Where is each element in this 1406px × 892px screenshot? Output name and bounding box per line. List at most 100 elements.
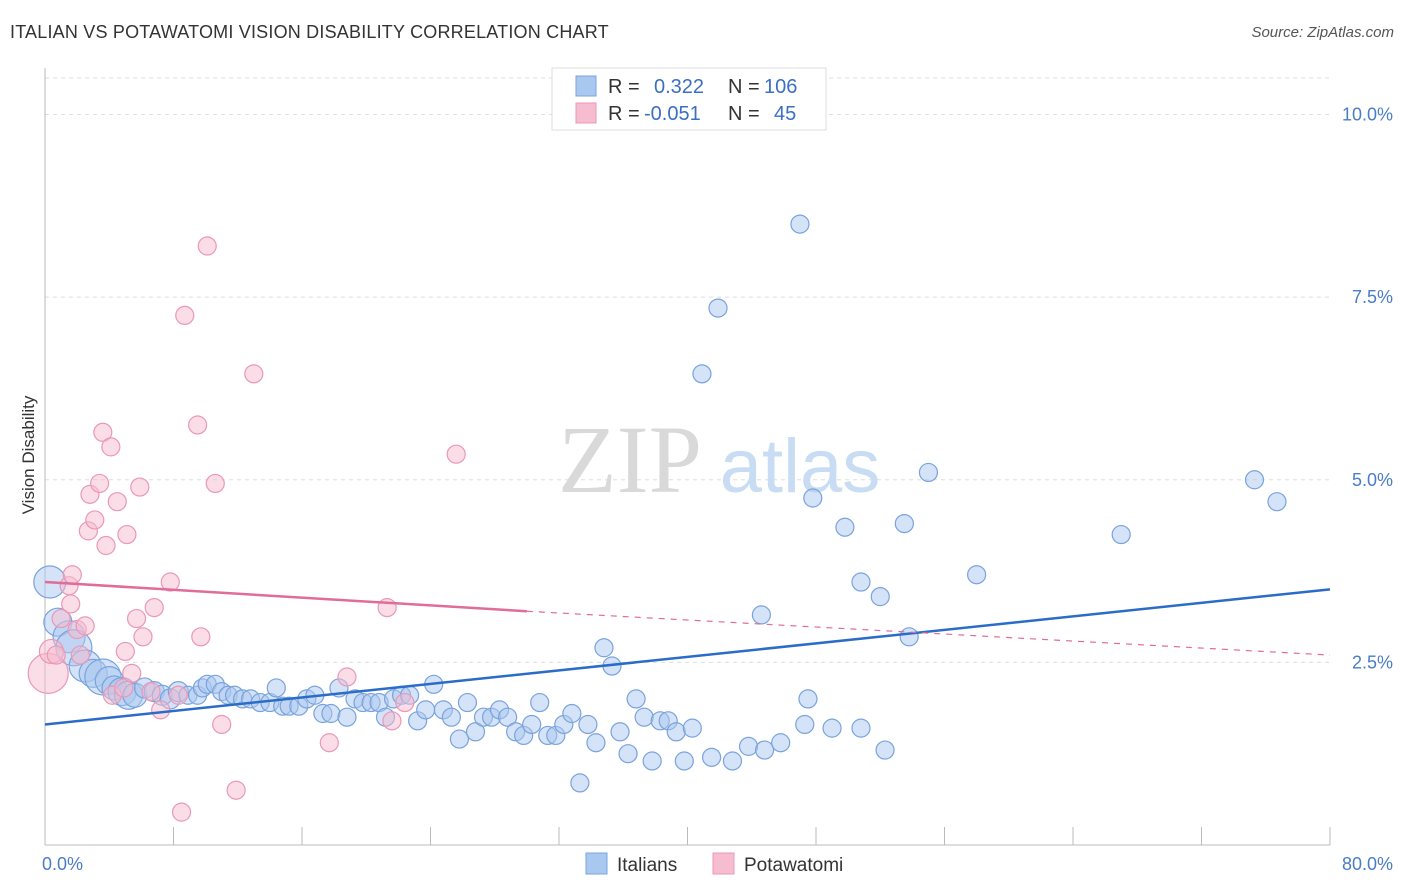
potawatomi-point-32 xyxy=(175,305,195,326)
potawatomi-point-45 xyxy=(446,444,466,464)
potawatomi-point-44 xyxy=(395,692,415,713)
legend-r-label-italians: R = xyxy=(608,76,640,98)
potawatomi-point-28 xyxy=(151,700,171,720)
potawatomi-point-39 xyxy=(244,364,264,384)
italians-point-58 xyxy=(498,707,518,727)
italians-point-95 xyxy=(835,517,855,537)
potawatomi-point-15 xyxy=(96,535,116,556)
italians-point-106 xyxy=(1267,492,1287,512)
potawatomi-point-18 xyxy=(107,492,127,512)
italians-point-62 xyxy=(530,692,550,713)
potawatomi-point-24 xyxy=(130,477,150,497)
potawatomi-point-34 xyxy=(191,627,211,647)
italians-point-99 xyxy=(875,740,895,760)
chart-title: ITALIAN VS POTAWATOMI VISION DISABILITY … xyxy=(10,22,609,42)
potawatomi-trend-line-dashed xyxy=(526,610,1331,656)
potawatomi-point-21 xyxy=(117,524,137,545)
potawatomi-point-35 xyxy=(197,236,217,256)
italians-point-96 xyxy=(851,572,871,592)
potawatomi-point-27 xyxy=(144,597,164,618)
italians-trend-line xyxy=(44,588,1331,726)
italians-point-48 xyxy=(416,700,436,720)
italians-point-102 xyxy=(918,462,939,483)
potawatomi-point-26 xyxy=(141,681,161,702)
italians-point-87 xyxy=(751,605,771,625)
italians-point-74 xyxy=(626,689,646,709)
potawatomi-point-25 xyxy=(133,627,153,647)
italians-point-82 xyxy=(692,364,712,384)
tick-labels: 2.5% 5.0% 7.5% 10.0% 0.0% 80.0% xyxy=(42,105,1393,874)
potawatomi-point-38 xyxy=(226,780,246,800)
source-credit: Source: ZipAtlas.com xyxy=(1251,24,1394,41)
y-axis-label: Vision Disability xyxy=(19,395,38,514)
italians-point-73 xyxy=(618,744,638,764)
italians-point-97 xyxy=(851,718,871,738)
italians-point-51 xyxy=(441,707,461,727)
bottom-legend-label-potawatomi: Potawatomi xyxy=(744,855,843,876)
italians-point-66 xyxy=(562,703,582,724)
italians-point-76 xyxy=(642,751,662,771)
legend-r-value-italians: 0.322 xyxy=(654,76,704,98)
italians-point-29 xyxy=(266,678,286,698)
bottom-legend-label-italians: Italians xyxy=(617,855,677,876)
potawatomi-point-5 xyxy=(61,594,81,614)
bottom-legend-swatch-italians xyxy=(585,852,608,875)
italians-point-52 xyxy=(449,729,470,749)
legend-n-value-italians: 106 xyxy=(764,76,797,98)
italians-point-36 xyxy=(321,703,341,724)
italians-point-70 xyxy=(594,638,614,658)
potawatomi-point-9 xyxy=(75,616,95,636)
potawatomi-point-30 xyxy=(168,685,188,705)
italians-point-85 xyxy=(722,751,743,771)
potawatomi-point-8 xyxy=(70,645,90,665)
italians-point-101 xyxy=(899,627,919,647)
y-tick-label-1: 5.0% xyxy=(1352,470,1393,490)
x-tick-label-0: 0.0% xyxy=(42,854,83,874)
x-tick-label-1: 80.0% xyxy=(1342,854,1393,874)
italians-point-53 xyxy=(457,692,478,713)
potawatomi-point-41 xyxy=(337,667,357,687)
italians-point-81 xyxy=(682,718,702,738)
legend-r-label-potawatomi: R = xyxy=(608,103,640,125)
legend-n-label-italians: N = xyxy=(728,76,760,98)
italians-point-100 xyxy=(894,513,914,534)
potawatomi-point-40 xyxy=(319,733,339,753)
legend-box: R = 0.322 N = 106 R = -0.051 N = 45 xyxy=(551,67,827,131)
potawatomi-point-14 xyxy=(93,422,113,442)
potawatomi-point-22 xyxy=(122,663,142,683)
italians-point-69 xyxy=(586,733,606,753)
italians-point-54 xyxy=(465,722,486,742)
legend-swatch-potawatomi xyxy=(575,102,597,124)
italians-point-105 xyxy=(1244,470,1265,490)
italians-point-93 xyxy=(803,488,823,508)
potawatomi-point-33 xyxy=(187,415,208,435)
potawatomi-point-29 xyxy=(160,572,180,592)
y-tick-label-0: 2.5% xyxy=(1352,652,1393,672)
italians-point-86 xyxy=(738,736,759,756)
legend-n-value-potawatomi: 45 xyxy=(774,103,796,125)
potawatomi-trend-line xyxy=(44,580,527,613)
italians-point-103 xyxy=(967,565,987,585)
italians-point-79 xyxy=(666,722,686,742)
y-tick-label-3: 10.0% xyxy=(1342,105,1393,125)
potawatomi-point-2 xyxy=(46,645,66,665)
italians-point-38 xyxy=(337,707,357,727)
potawatomi-point-20 xyxy=(115,641,135,662)
trend-lines xyxy=(44,580,1331,726)
italians-point-68 xyxy=(578,714,598,735)
potawatomi-point-19 xyxy=(114,678,134,698)
bottom-legend-swatch-potawatomi xyxy=(712,852,735,875)
potawatomi-point-16 xyxy=(101,437,121,457)
italians-point-91 xyxy=(795,714,815,735)
italians-point-88 xyxy=(754,740,775,760)
potawatomi-point-13 xyxy=(90,473,110,494)
italians-point-75 xyxy=(634,707,654,727)
watermark-zip: ZIP xyxy=(558,406,702,513)
watermark-atlas: atlas xyxy=(720,424,881,509)
potawatomi-point-31 xyxy=(171,802,192,822)
watermark: ZIP atlas xyxy=(558,406,880,513)
legend-r-value-potawatomi: -0.051 xyxy=(644,103,701,125)
potawatomi-point-3 xyxy=(51,608,71,629)
grid-lines xyxy=(45,77,1330,663)
